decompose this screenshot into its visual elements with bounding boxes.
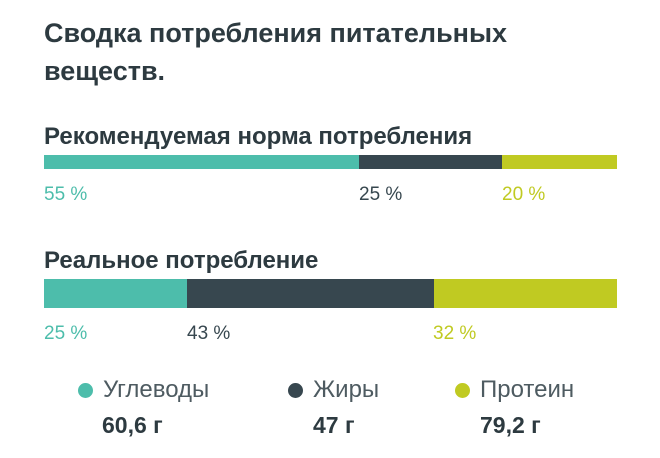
legend-amount-carbs: 60,6 г [102, 412, 163, 438]
legend-label-protein: Протеин [480, 376, 575, 403]
actual-title: Реальное потребление [44, 247, 319, 274]
legend-item-fats: Жиры 47 г [288, 375, 428, 445]
recommended-protein-segment [502, 155, 617, 169]
actual-carbs-percent: 25 % [44, 323, 88, 344]
actual-protein-percent: 32 % [433, 323, 477, 344]
recommended-carbs-segment [44, 155, 360, 169]
recommended-bar [44, 155, 617, 169]
page-title: Сводка потребления питательных веществ. [44, 18, 508, 86]
legend-item-protein: Протеин 79,2 г [455, 375, 615, 445]
protein-dot-icon [455, 382, 470, 398]
recommended-fats-segment [359, 155, 503, 169]
actual-bar [44, 279, 617, 308]
carbs-dot-icon [78, 382, 93, 398]
actual-fats-percent: 43 % [187, 323, 231, 344]
legend-item-carbs: Углеводы 60,6 г [78, 375, 258, 445]
fats-dot-icon [288, 382, 303, 398]
legend-label-carbs: Углеводы [103, 376, 210, 403]
legend-label-fats: Жиры [313, 376, 380, 403]
actual-carbs-segment [44, 279, 188, 308]
actual-fats-segment [187, 279, 434, 308]
actual-protein-segment [433, 279, 617, 308]
recommended-carbs-percent: 55 % [44, 184, 88, 205]
legend-amount-protein: 79,2 г [480, 412, 541, 438]
legend-amount-fats: 47 г [313, 412, 355, 438]
recommended-title: Рекомендуемая норма потребления [44, 123, 473, 150]
recommended-protein-percent: 20 % [502, 184, 546, 205]
recommended-fats-percent: 25 % [359, 184, 403, 205]
